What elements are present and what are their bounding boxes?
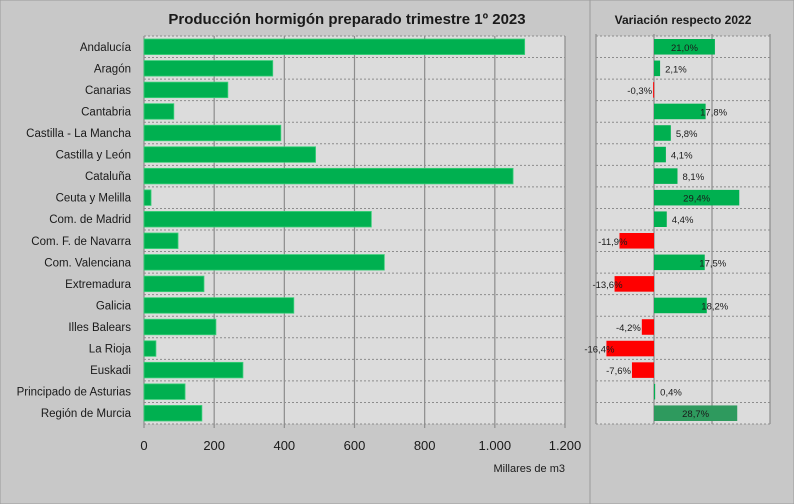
category-label: Aragón — [94, 63, 131, 75]
variation-bar — [606, 340, 654, 357]
production-bar — [143, 38, 526, 55]
production-bar — [143, 254, 385, 271]
category-label: Cataluña — [85, 171, 132, 183]
variation-label: 5,8% — [676, 129, 698, 140]
production-bar — [143, 232, 179, 249]
variation-bar — [654, 405, 738, 421]
variation-bar — [654, 146, 666, 163]
right-chart-title: Variación respecto 2022 — [615, 13, 752, 27]
variation-label: 28,7% — [682, 409, 709, 420]
production-bar — [143, 340, 157, 357]
left-chart-title: Producción hormigón preparado trimestre … — [168, 11, 525, 28]
category-label: Euskadi — [90, 365, 131, 377]
category-label: Cantabria — [81, 106, 131, 118]
production-bar — [143, 275, 205, 293]
variation-bar — [654, 125, 671, 141]
production-bar — [143, 60, 274, 77]
variation-bar — [653, 82, 655, 98]
variation-label: 29,4% — [683, 194, 710, 205]
category-label: Principado de Asturias — [17, 387, 132, 399]
category-label: Com. F. de Navarra — [31, 236, 131, 248]
category-label: Illes Balears — [68, 322, 131, 334]
variation-bar — [654, 60, 661, 77]
category-label: Com. de Madrid — [49, 214, 131, 226]
production-bar — [143, 167, 514, 185]
variation-label: 17,8% — [700, 107, 727, 118]
category-label: Castilla - La Mancha — [26, 128, 131, 140]
category-label: Com. Valenciana — [44, 257, 131, 269]
variation-label: 18,2% — [701, 301, 728, 312]
production-bar — [143, 361, 244, 379]
variation-label: -13,6% — [592, 280, 623, 291]
variation-bar — [654, 168, 678, 184]
production-bar — [143, 383, 186, 400]
variation-label: 8,1% — [682, 172, 704, 183]
category-label: La Rioja — [89, 344, 132, 356]
category-label: Región de Murcia — [41, 408, 132, 420]
variation-bar — [654, 383, 656, 400]
x-axis-label: Millares de m3 — [493, 463, 565, 475]
variation-label: -11,9% — [598, 237, 628, 248]
variation-label: 17,5% — [699, 258, 726, 269]
variation-bar — [654, 39, 715, 55]
variation-label: -7,6% — [606, 366, 631, 377]
x-tick-label: 0 — [140, 438, 147, 453]
variation-bar — [641, 319, 654, 335]
x-tick-label: 600 — [344, 438, 366, 453]
production-bar — [143, 189, 152, 206]
production-bar — [143, 318, 217, 336]
production-bar — [143, 124, 282, 142]
variation-bar — [654, 189, 740, 206]
x-tick-label: 400 — [273, 438, 295, 453]
x-tick-label: 1.200 — [549, 438, 582, 453]
production-bar — [143, 81, 229, 99]
variation-label: 4,1% — [671, 151, 693, 162]
production-bar — [143, 103, 175, 120]
x-tick-label: 800 — [414, 438, 436, 453]
variation-label: 4,4% — [672, 215, 694, 226]
production-bar — [143, 405, 203, 422]
variation-label: -0,3% — [627, 86, 652, 97]
variation-label: 21,0% — [671, 43, 698, 54]
variation-bar — [654, 103, 706, 120]
production-bar — [143, 211, 372, 228]
variation-label: 2,1% — [665, 64, 687, 75]
x-tick-label: 200 — [203, 438, 225, 453]
variation-label: -4,2% — [616, 323, 641, 334]
production-bar — [143, 297, 295, 314]
category-label: Canarias — [85, 85, 131, 97]
variation-bar — [619, 233, 654, 249]
variation-bar — [614, 276, 654, 292]
variation-bar — [654, 297, 707, 314]
category-label: Galicia — [96, 300, 132, 312]
category-label: Extremadura — [65, 279, 131, 291]
variation-label: -16,4% — [584, 345, 615, 356]
x-tick-label: 1.000 — [479, 438, 512, 453]
variation-bar — [631, 362, 654, 378]
variation-bar — [654, 211, 667, 227]
category-label: Ceuta y Melilla — [56, 193, 132, 205]
category-label: Castilla y León — [56, 150, 131, 162]
variation-label: 0,4% — [660, 388, 682, 399]
category-label: Andalucía — [80, 42, 132, 54]
variation-bar — [654, 254, 705, 271]
production-bar — [143, 146, 316, 163]
